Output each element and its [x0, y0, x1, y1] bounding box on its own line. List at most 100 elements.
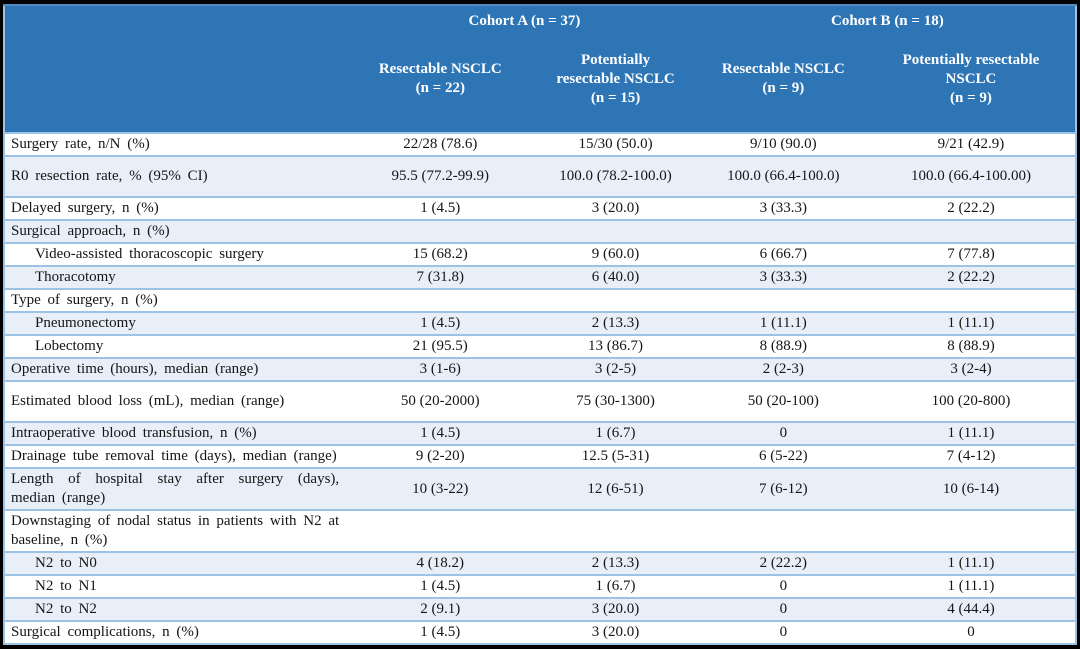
row-value: 2 (13.3)	[531, 552, 700, 575]
surgery-outcomes-table: Cohort A (n = 37) Cohort B (n = 18) Rese…	[3, 4, 1077, 645]
row-value: 0	[699, 621, 867, 644]
row-value: 1 (4.5)	[349, 621, 532, 644]
table-row: Lobectomy 21 (95.5) 13 (86.7) 8 (88.9) 8…	[4, 335, 1076, 358]
cohort-b-header: Cohort B (n = 18)	[699, 5, 1076, 38]
row-value: 6 (5-22)	[699, 445, 867, 468]
row-value: 6 (66.7)	[699, 243, 867, 266]
row-value: 1 (4.5)	[349, 312, 532, 335]
column-header-potentially-resectable-b: Potentially resectable NSCLC (n = 9)	[866, 38, 1076, 133]
row-value: 0	[699, 575, 867, 598]
table-row: Operative time (hours), median (range) 3…	[4, 358, 1076, 381]
row-value: 4 (44.4)	[866, 598, 1076, 621]
row-value: 22/28 (78.6)	[349, 133, 532, 156]
row-value: 3 (33.3)	[699, 197, 867, 220]
row-label: Length of hospital stay after surgery (d…	[4, 468, 350, 510]
row-value: 10 (6-14)	[866, 468, 1076, 510]
row-value: 1 (11.1)	[866, 575, 1076, 598]
subgroup-header-row: Resectable NSCLC (n = 22) Potentially re…	[4, 38, 1076, 133]
table-body: Surgery rate, n/N (%) 22/28 (78.6) 15/30…	[4, 133, 1076, 644]
row-value: 10 (3-22)	[349, 468, 532, 510]
row-value: 2 (22.2)	[866, 266, 1076, 289]
row-value: 1 (4.5)	[349, 422, 532, 445]
row-value: 6 (40.0)	[531, 266, 700, 289]
row-value: 1 (6.7)	[531, 575, 700, 598]
row-value: 15 (68.2)	[349, 243, 532, 266]
row-label: Surgical approach, n (%)	[4, 220, 350, 243]
row-value: 50 (20-2000)	[349, 381, 532, 422]
row-value: 50 (20-100)	[699, 381, 867, 422]
row-value: 9/10 (90.0)	[699, 133, 867, 156]
table-row: Delayed surgery, n (%) 1 (4.5) 3 (20.0) …	[4, 197, 1076, 220]
row-value: 9/21 (42.9)	[866, 133, 1076, 156]
row-value: 0	[866, 621, 1076, 644]
table-row: Downstaging of nodal status in patients …	[4, 510, 1076, 552]
row-value: 95.5 (77.2-99.9)	[349, 156, 532, 197]
row-value: 75 (30-1300)	[531, 381, 700, 422]
row-value	[531, 510, 700, 552]
row-label: Lobectomy	[4, 335, 350, 358]
table-row: Video-assisted thoracoscopic surgery 15 …	[4, 243, 1076, 266]
row-value: 2 (22.2)	[866, 197, 1076, 220]
row-label: Video-assisted thoracoscopic surgery	[4, 243, 350, 266]
row-value	[531, 220, 700, 243]
row-value: 1 (11.1)	[699, 312, 867, 335]
row-value: 13 (86.7)	[531, 335, 700, 358]
row-label: R0 resection rate, % (95% CI)	[4, 156, 350, 197]
table-row: N2 to N2 2 (9.1) 3 (20.0) 0 4 (44.4)	[4, 598, 1076, 621]
table-row: Surgery rate, n/N (%) 22/28 (78.6) 15/30…	[4, 133, 1076, 156]
table-row: N2 to N0 4 (18.2) 2 (13.3) 2 (22.2) 1 (1…	[4, 552, 1076, 575]
row-label: Delayed surgery, n (%)	[4, 197, 350, 220]
results-table-frame: Cohort A (n = 37) Cohort B (n = 18) Rese…	[3, 4, 1077, 645]
row-value: 2 (9.1)	[349, 598, 532, 621]
table-row: Drainage tube removal time (days), media…	[4, 445, 1076, 468]
row-value	[866, 220, 1076, 243]
row-value	[866, 510, 1076, 552]
row-value: 12.5 (5-31)	[531, 445, 700, 468]
row-value: 7 (6-12)	[699, 468, 867, 510]
table-row: Estimated blood loss (mL), median (range…	[4, 381, 1076, 422]
row-value	[699, 220, 867, 243]
row-label: Operative time (hours), median (range)	[4, 358, 350, 381]
row-value: 100.0 (66.4-100.0)	[699, 156, 867, 197]
row-value: 3 (1-6)	[349, 358, 532, 381]
row-value: 100.0 (78.2-100.0)	[531, 156, 700, 197]
row-value: 1 (11.1)	[866, 422, 1076, 445]
row-value: 8 (88.9)	[699, 335, 867, 358]
row-value: 8 (88.9)	[866, 335, 1076, 358]
row-value: 1 (4.5)	[349, 197, 532, 220]
row-value: 100 (20-800)	[866, 381, 1076, 422]
row-value: 15/30 (50.0)	[531, 133, 700, 156]
table-header: Cohort A (n = 37) Cohort B (n = 18) Rese…	[4, 5, 1076, 133]
table-row: Length of hospital stay after surgery (d…	[4, 468, 1076, 510]
row-label: Surgery rate, n/N (%)	[4, 133, 350, 156]
row-value: 0	[699, 422, 867, 445]
cohort-a-header: Cohort A (n = 37)	[349, 5, 700, 38]
row-value: 3 (20.0)	[531, 197, 700, 220]
row-label: Downstaging of nodal status in patients …	[4, 510, 350, 552]
row-label: Type of surgery, n (%)	[4, 289, 350, 312]
row-value: 3 (33.3)	[699, 266, 867, 289]
row-label: N2 to N2	[4, 598, 350, 621]
column-header-potentially-resectable-a: Potentially resectable NSCLC (n = 15)	[531, 38, 700, 133]
column-header-resectable-a: Resectable NSCLC (n = 22)	[349, 38, 532, 133]
row-value: 1 (11.1)	[866, 312, 1076, 335]
row-value: 2 (13.3)	[531, 312, 700, 335]
row-value: 3 (20.0)	[531, 621, 700, 644]
row-value: 1 (4.5)	[349, 575, 532, 598]
row-value: 3 (2-4)	[866, 358, 1076, 381]
row-value	[699, 289, 867, 312]
row-label: Intraoperative blood transfusion, n (%)	[4, 422, 350, 445]
cohort-header-row: Cohort A (n = 37) Cohort B (n = 18)	[4, 5, 1076, 38]
row-value: 4 (18.2)	[349, 552, 532, 575]
row-label: N2 to N1	[4, 575, 350, 598]
row-value: 100.0 (66.4-100.00)	[866, 156, 1076, 197]
row-label: Surgical complications, n (%)	[4, 621, 350, 644]
row-value: 1 (6.7)	[531, 422, 700, 445]
row-value	[349, 220, 532, 243]
table-row: Surgical complications, n (%) 1 (4.5) 3 …	[4, 621, 1076, 644]
row-value	[531, 289, 700, 312]
row-value: 3 (2-5)	[531, 358, 700, 381]
table-row: Thoracotomy 7 (31.8) 6 (40.0) 3 (33.3) 2…	[4, 266, 1076, 289]
table-row: Pneumonectomy 1 (4.5) 2 (13.3) 1 (11.1) …	[4, 312, 1076, 335]
row-value: 7 (31.8)	[349, 266, 532, 289]
